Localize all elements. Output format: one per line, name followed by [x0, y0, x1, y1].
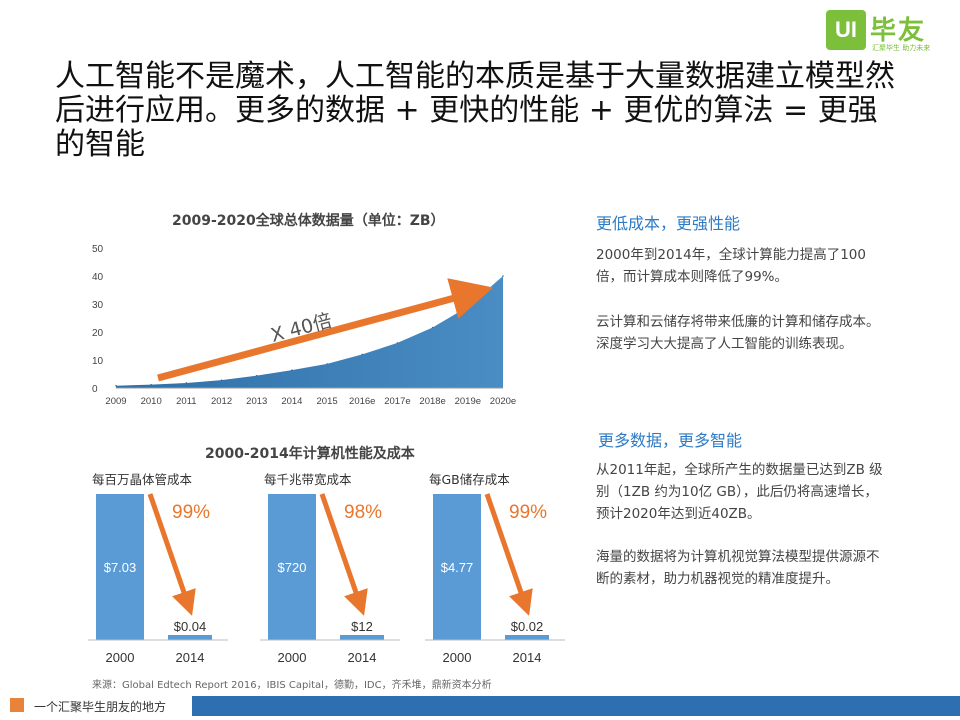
category-label: 2014 [176, 650, 205, 665]
area-point [185, 382, 188, 384]
panel-label: 每千兆带宽成本 [264, 472, 352, 487]
x-tick-label: 2019e [455, 396, 481, 407]
footer-bar [192, 696, 960, 716]
bar [96, 494, 144, 640]
source-note: 来源：Global Edtech Report 2016，IBIS Capita… [92, 680, 492, 691]
drop-arrow [484, 493, 533, 616]
bar-chart: 每百万晶体管成本 $7.03 2000 $0.04 2014 99% 每千兆带宽成本 $720… [88, 472, 565, 665]
area-point [431, 326, 434, 329]
y-tick-label: 10 [92, 356, 104, 367]
bar-value-label: $0.02 [511, 619, 544, 634]
drop-percent: 98% [344, 502, 382, 523]
x-tick-label: 2009 [105, 396, 126, 407]
area-point [396, 342, 399, 344]
category-label: 2014 [513, 650, 542, 665]
x-tick-label: 2015 [317, 396, 338, 407]
section-title-cost: 更低成本，更强性能 [596, 214, 741, 233]
y-tick-label: 50 [92, 244, 104, 255]
drop-percent: 99% [172, 502, 210, 523]
bar [168, 635, 212, 640]
section-title-data: 更多数据，更多智能 [598, 431, 743, 450]
x-tick-label: 2014 [281, 396, 302, 407]
logo-tagline: 汇聚毕生 助力未来 [872, 44, 931, 52]
bar-value-label: $12 [351, 619, 373, 634]
x-tick-label: 2016e [349, 396, 375, 407]
section-data-para-2: 海量的数据将为计算机视觉算法模型提供源源不断的素材，助力机器视觉的精准度提升。 [596, 549, 880, 587]
brand-logo: UI 毕友 汇聚毕生 助力未来 [826, 10, 956, 54]
y-tick-label: 30 [92, 300, 104, 311]
area-point [361, 353, 364, 356]
bar [505, 635, 549, 640]
y-tick-label: 40 [92, 272, 104, 283]
area-point [150, 383, 152, 386]
x-tick-label: 2010 [141, 396, 162, 407]
y-tick-label: 0 [92, 384, 98, 395]
panel-label: 每GB储存成本 [429, 472, 510, 487]
drop-percent: 99% [509, 502, 547, 523]
bar [340, 635, 384, 640]
area-point [467, 306, 469, 308]
drop-arrow [319, 493, 368, 616]
area-chart-title: 2009-2020全球总体数据量（单位：ZB） [172, 213, 445, 229]
bar [268, 494, 316, 640]
area-point [220, 379, 223, 381]
drop-arrow [147, 493, 196, 616]
x-tick-label: 2020e [490, 396, 516, 407]
x-tick-label: 2011 [176, 396, 196, 407]
bar-value-label: $7.03 [104, 560, 137, 575]
area-point [115, 384, 117, 387]
category-label: 2000 [106, 650, 135, 665]
x-tick-label: 2018e [419, 396, 445, 407]
logo-mark: UI [826, 10, 866, 50]
y-tick-label: 20 [92, 328, 104, 339]
bar-chart-title: 2000-2014年计算机性能及成本 [205, 446, 415, 462]
bar-value-label: $4.77 [441, 560, 474, 575]
area-chart: 0 10 20 30 40 50 2009 2010 2011 2012 2013 2014 2015 2… [92, 244, 516, 407]
section-cost-para-2: 云计算和云储存将带来低廉的计算和储存成本。深度学习大大提高了人工智能的训练表现。 [596, 314, 880, 352]
footer-square [10, 698, 24, 712]
category-label: 2014 [348, 650, 377, 665]
category-label: 2000 [443, 650, 472, 665]
bar-value-label: $720 [278, 560, 307, 575]
section-cost-para-1: 2000年到2014年，全球计算能力提高了100倍，而计算成本则降低了99%。 [596, 247, 866, 285]
category-label: 2000 [278, 650, 307, 665]
trend-arrow [157, 278, 494, 382]
footer-text: 一个汇聚毕生朋友的地方 [34, 700, 167, 714]
area-series [116, 276, 503, 388]
panel-label: 每百万晶体管成本 [92, 472, 193, 487]
area-point [255, 374, 258, 377]
bar [433, 494, 481, 640]
x-tick-label: 2013 [246, 396, 267, 407]
area-point [326, 363, 328, 365]
section-data-para-1: 从2011年起，全球所产生的数据量已达到ZB 级别（1ZB 约为10亿 GB），… [596, 462, 883, 522]
slide-headline: 人工智能不是魔术，人工智能的本质是基于大量数据建立模型然后进行应用。更多的数据 … [55, 59, 895, 162]
area-point [502, 275, 504, 277]
area-point [291, 369, 293, 371]
bar-value-label: $0.04 [174, 619, 207, 634]
logo-name: 毕友 [870, 16, 927, 46]
x-tick-label: 2012 [211, 396, 232, 407]
x-tick-label: 2017e [384, 396, 410, 407]
